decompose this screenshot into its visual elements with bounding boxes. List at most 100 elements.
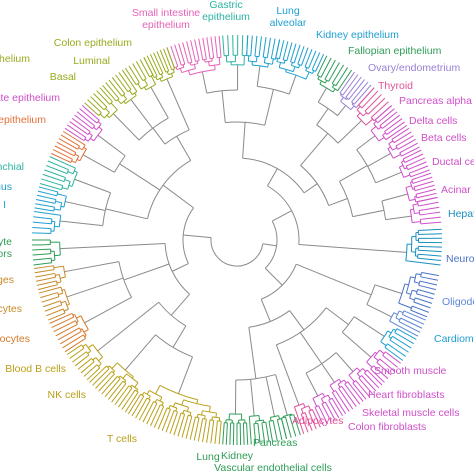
leaf-branch [282,425,288,440]
leaf-branch [146,390,150,395]
leaf-branch [98,363,102,367]
tree-branch [250,379,255,417]
leaf-branch [263,36,267,52]
label-lung: Lung [196,451,220,463]
label-lung-alveolar: Lung alveolar [270,5,307,29]
leaf-branch [186,56,189,64]
leaf-branch [59,300,63,306]
leaf-branch [345,90,352,98]
leaf-branch [332,86,338,92]
leaf-branch [68,152,75,157]
leaf-branch [413,184,422,188]
leaf-branch [72,354,83,363]
leaf-branch [71,172,78,187]
leaf-branch [60,287,64,294]
label-macrophages: ages [0,274,14,286]
leaf-branch [405,244,408,261]
leaf-branch [271,38,276,53]
leaf-branch [41,178,58,185]
leaf-branch [64,341,80,353]
leaf-branch [327,394,331,400]
tree-branch [300,133,329,166]
leaf-branch [83,137,87,141]
tree-branch [381,193,408,202]
leaf-branch [156,76,163,81]
leaf-branch [166,47,173,62]
leaf-branch [80,315,89,330]
label-line: Delta cells [409,115,457,127]
leaf-branch [335,64,345,79]
leaf-branch [332,390,336,393]
leaf-branch [50,197,57,201]
tree-branch [264,220,278,269]
leaf-branch [209,57,214,60]
leaf-branch [69,350,80,359]
leaf-branch [200,53,204,60]
tree-branch [261,264,297,300]
leaf-branch [261,422,264,431]
leaf-branch [285,71,307,80]
leaf-branch [87,135,93,142]
label-small-intestine-epithelium: Small intestine epithelium [132,7,200,31]
leaf-branch [275,51,278,59]
tree-branch [352,209,385,218]
leaf-branch [356,106,361,111]
leaf-branch [149,53,158,69]
leaf-branch [393,154,401,159]
leaf-branch [291,43,297,56]
leaf-branch [290,61,295,64]
leaf-branch [319,55,328,70]
leaf-branch [370,117,375,122]
tree-branch [298,244,407,253]
leaf-branch [118,72,128,85]
leaf-branch [401,153,407,157]
leaf-branch [335,398,347,415]
tree-branch [356,135,376,150]
leaf-branch [393,124,408,135]
leaf-branch [117,362,134,378]
leaf-branch [107,386,119,400]
leaf-branch [142,78,147,82]
leaf-branch [398,310,404,314]
leaf-branch [397,146,404,150]
label-basal: Basal [50,71,76,83]
leaf-branch [320,409,328,425]
leaf-branch [173,410,178,413]
label-line: Ductal ce [432,156,474,168]
leaf-branch [258,431,261,444]
leaf-branch [426,221,442,224]
leaf-branch [135,402,145,419]
leaf-branch [210,36,214,52]
leaf-branch [196,399,199,404]
leaf-branch [410,181,413,183]
leaf-branch [96,90,107,101]
leaf-branch [146,408,155,425]
leaf-branch [89,361,95,366]
label-line: st epithelium [0,53,30,65]
tree-branch [64,261,120,273]
leaf-branch [178,58,182,66]
leaf-branch [389,320,403,329]
label-adipocytes: Adipocytes [292,415,343,427]
leaf-branch [48,314,60,321]
leaf-branch [35,203,50,207]
leaf-branch [67,181,71,190]
leaf-branch [55,274,60,276]
label-line: onchial [0,161,24,173]
label-line: Cardiomyo [434,333,474,345]
leaf-branch [128,65,138,79]
leaf-branch [415,311,428,318]
leaf-branch [392,147,398,151]
tree-branch [152,127,166,145]
label-hematopoietic-progenitors: cytetors [0,236,12,260]
leaf-branch [33,266,49,270]
leaf-branch [373,356,379,361]
label-line: Kidney epithelium [316,29,399,41]
label-line: Beta cells [421,132,467,144]
leaf-branch [48,269,55,272]
leaf-branch [386,114,400,126]
leaf-branch [53,265,64,269]
leaf-branch [402,327,419,337]
leaf-branch [175,59,179,67]
